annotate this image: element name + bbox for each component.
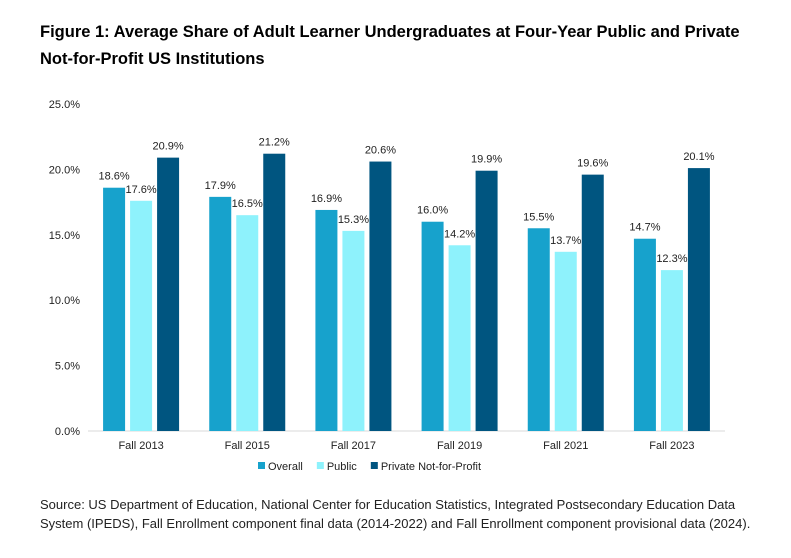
bar-overall [209,196,232,431]
x-tick-label: Fall 2015 [225,440,270,452]
data-label: 12.3% [656,253,687,265]
x-tick-label: Fall 2023 [649,440,694,452]
bar-overall [421,221,444,431]
data-label: 16.9% [311,193,342,205]
data-label: 17.9% [205,180,236,192]
data-label: 20.1% [683,151,714,163]
x-tick-label: Fall 2017 [331,440,376,452]
bar-public [342,230,365,431]
legend-swatch [316,462,324,469]
bar-overall [527,228,550,431]
data-label: 15.3% [338,214,369,226]
bar-private-not-for-profit [263,153,286,432]
bar-public [236,215,259,431]
bar-private-not-for-profit [581,174,604,431]
y-tick-label: 0.0% [55,426,80,438]
data-label: 20.6% [365,145,396,157]
y-tick-label: 20.0% [49,164,80,176]
bar-private-not-for-profit [687,168,710,432]
data-label: 21.2% [259,137,290,149]
bar-chart: 0.0% 5.0% 10.0% 15.0% 20.0% 25.0% Fall 2013 18.… [49,99,725,473]
data-label: 14.2% [444,228,475,240]
legend-swatch [258,462,265,469]
bar-public [554,251,577,431]
data-label: 14.7% [629,222,660,234]
legend-label: Overall [268,461,303,473]
legend-label: Private Not-for-Profit [381,461,481,473]
chart-title: Figure 1: Average Share of Adult Learner… [40,23,740,68]
source-note: Source: US Department of Education, Nati… [40,497,751,531]
x-tick-label: Fall 2013 [118,440,163,452]
data-label: 20.9% [152,141,183,153]
bar-private-not-for-profit [157,157,180,432]
y-tick-label: 10.0% [49,295,80,307]
data-label: 15.5% [523,211,554,223]
bar-overall [633,238,656,431]
legend-label: Public [327,461,357,473]
bar-public [660,270,683,431]
data-label: 13.7% [550,235,581,247]
bar-private-not-for-profit [475,170,498,431]
y-tick-label: 5.0% [55,361,80,373]
y-tick-label: 25.0% [49,99,80,111]
x-tick-label: Fall 2019 [437,440,482,452]
data-label: 17.6% [125,184,156,196]
bar-public [448,245,471,431]
data-label: 19.6% [577,158,608,170]
data-label: 16.5% [232,198,263,210]
y-tick-label: 15.0% [49,230,80,242]
data-label: 19.9% [471,154,502,166]
data-label: 16.0% [417,205,448,217]
data-label: 18.6% [98,171,129,183]
bar-private-not-for-profit [369,161,392,431]
bar-overall [103,187,126,431]
x-tick-label: Fall 2021 [543,440,588,452]
bar-overall [315,209,338,431]
bar-public [130,200,153,431]
legend-swatch [370,462,378,469]
